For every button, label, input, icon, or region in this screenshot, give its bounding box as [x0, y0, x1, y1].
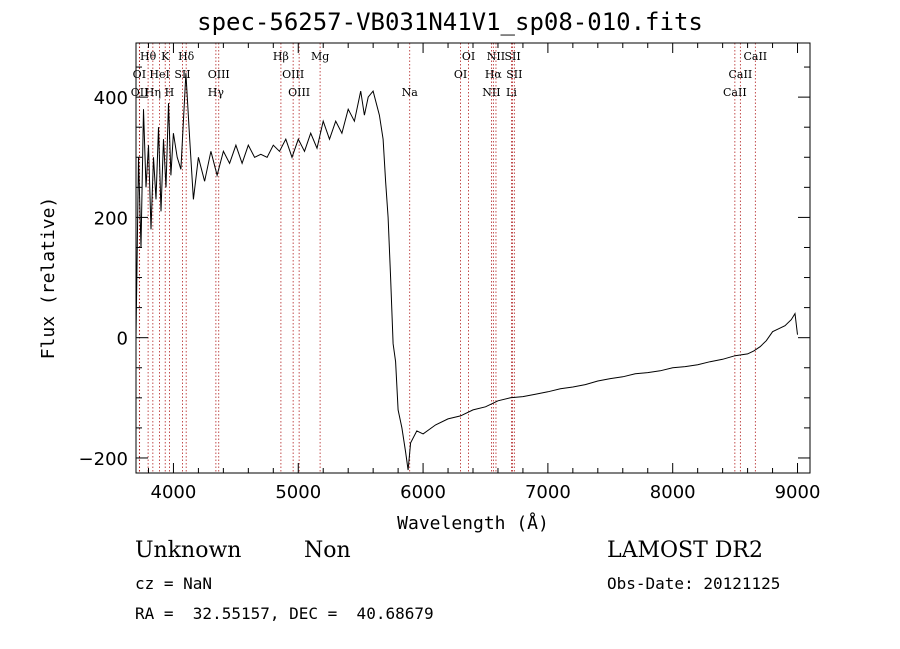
spectral-line-label: OI — [133, 68, 146, 81]
spectral-line-markers — [138, 43, 756, 473]
spectral-line-label: CaII — [729, 68, 753, 81]
y-tick-label: 400 — [94, 88, 128, 109]
spectral-line-label: H — [165, 86, 175, 99]
x-tick-label: 6000 — [400, 482, 446, 503]
spectral-line-label: Hα — [485, 68, 503, 81]
y-tick-label: 0 — [117, 329, 128, 350]
spectral-line-label: Hη — [145, 86, 161, 99]
spectral-line-label: OIII — [288, 86, 310, 99]
spectral-line-label: NII — [487, 50, 505, 63]
spectral-line-label: Hγ — [208, 86, 225, 99]
spectral-line-label: Na — [402, 86, 419, 99]
spectral-line-label: Hδ — [178, 50, 195, 63]
axis-tick-labels: 4000 5000 6000 7000 8000 9000 −200 0 200 400 — [79, 88, 821, 503]
y-tick-label: 200 — [94, 208, 128, 229]
x-tick-label: 8000 — [650, 482, 696, 503]
x-axis-label: Wavelength (Å) — [397, 512, 549, 534]
spectrum-line — [135, 73, 798, 471]
object-class: Unknown — [135, 538, 242, 563]
spectral-line-label: Li — [506, 86, 517, 99]
y-tick-label: −200 — [79, 449, 128, 470]
spectral-line-label: SII — [174, 68, 190, 81]
survey-name: LAMOST DR2 — [607, 538, 763, 563]
spectral-line-label: OI — [454, 68, 467, 81]
spectral-line-label: CaII — [723, 86, 747, 99]
coordinates: RA = 32.55157, DEC = 40.68679 — [135, 604, 434, 623]
x-tick-label: 5000 — [275, 482, 321, 503]
spectral-line-label: OII — [131, 86, 149, 99]
x-tick-label: 9000 — [775, 482, 821, 503]
spectral-line-label: Hθ — [140, 50, 157, 63]
spectral-line-label: SII — [504, 50, 520, 63]
redshift-cz: cz = NaN — [135, 574, 213, 593]
chart-title: spec-56257-VB031N41V1_sp08-010.fits — [197, 8, 703, 36]
spectral-line-label: Hβ — [273, 50, 289, 63]
spectral-line-label: HeI — [149, 68, 169, 81]
spectral-line-label: NII — [482, 86, 500, 99]
object-subclass: Non — [304, 538, 351, 563]
spectral-line-label: SII — [506, 68, 522, 81]
spectral-line-label: OIII — [282, 68, 304, 81]
y-axis-label: Flux (relative) — [38, 197, 59, 360]
observation-date: Obs-Date: 20121125 — [607, 574, 781, 593]
axis-ticks — [136, 43, 810, 473]
spectral-line-label: CaII — [743, 50, 767, 63]
spectral-line-label: OIII — [208, 68, 230, 81]
spectral-line-label: K — [161, 50, 170, 63]
plot-frame — [135, 42, 811, 474]
x-tick-label: 7000 — [525, 482, 571, 503]
spectral-line-label: Mg — [311, 50, 329, 63]
x-tick-label: 4000 — [151, 482, 197, 503]
spectral-line-label: OI — [462, 50, 475, 63]
